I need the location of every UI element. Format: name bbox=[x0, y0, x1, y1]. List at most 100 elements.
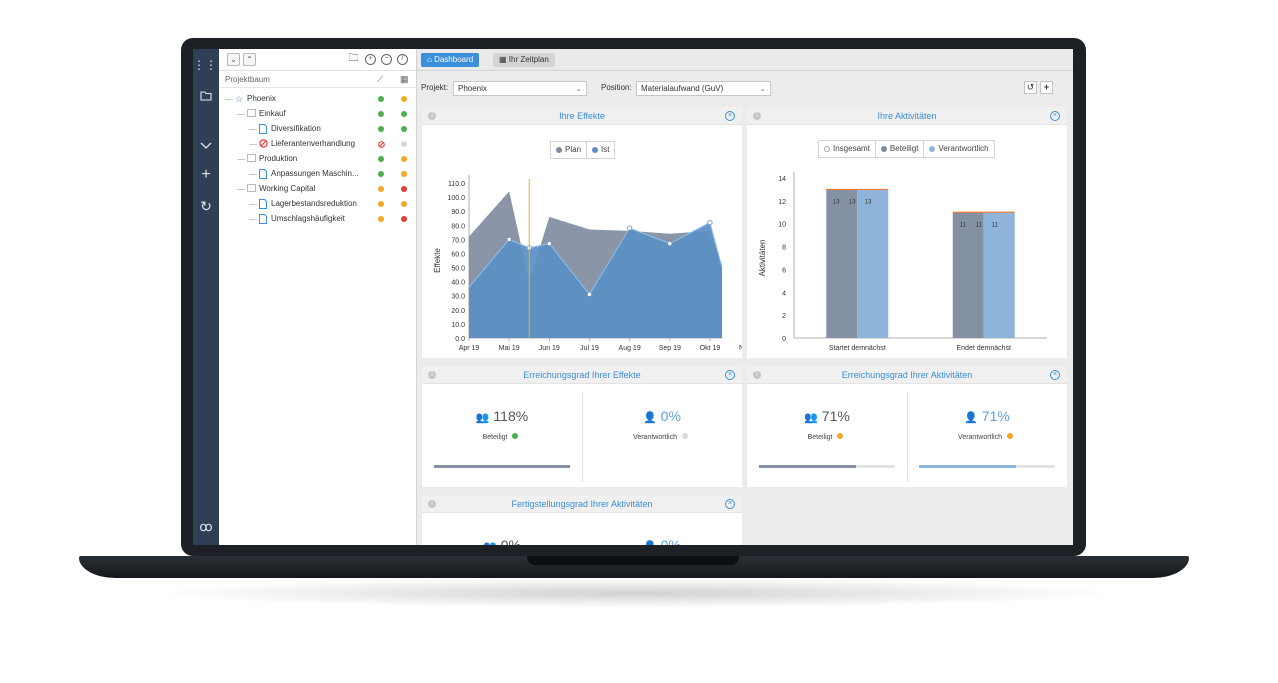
activities-panel-title: Ihre Aktivitäten bbox=[877, 111, 937, 121]
activities-panel-header: i Ihre Aktivitäten × bbox=[747, 107, 1067, 125]
tab-dashboard[interactable]: ⌂ Dashboard bbox=[421, 53, 480, 67]
y-axis-label: Effekte bbox=[433, 248, 442, 273]
person-icon: 👤 bbox=[643, 412, 657, 424]
status-dot-plan bbox=[401, 156, 407, 162]
close-icon[interactable]: × bbox=[725, 111, 735, 121]
tree-item[interactable]: Lagerbestandsreduktion bbox=[219, 197, 417, 211]
position-select[interactable]: Materialaufwand (GuV) ⌄ bbox=[636, 81, 771, 96]
chevron-down-icon[interactable] bbox=[193, 134, 219, 156]
y-tick-label: 40.0 bbox=[451, 280, 465, 287]
info-icon[interactable]: i bbox=[428, 371, 436, 379]
activities-responsible-kpi: 👤 71% Verantwortlich bbox=[907, 408, 1067, 441]
add-circle-icon[interactable]: + bbox=[365, 54, 376, 65]
close-icon[interactable]: × bbox=[1050, 111, 1060, 121]
cancel-circle-icon[interactable]: / bbox=[397, 54, 408, 65]
tree-item[interactable]: Anpassungen Maschin... bbox=[219, 167, 417, 181]
activities-panel: i Ihre Aktivitäten × Insgesamt Beteiligt V… bbox=[747, 107, 1067, 358]
group-icon: 👥 bbox=[475, 412, 490, 424]
activities-responsible-progress bbox=[919, 465, 1055, 468]
y-tick-label: 8 bbox=[782, 245, 786, 252]
close-icon[interactable]: × bbox=[1050, 370, 1060, 380]
tree-item[interactable]: Lieferantenverhandlung bbox=[219, 137, 417, 151]
bar-responsible bbox=[857, 189, 889, 338]
tree-item[interactable]: Umschlagshäufigkeit bbox=[219, 212, 417, 226]
remove-circle-icon[interactable]: − bbox=[381, 54, 392, 65]
info-icon[interactable]: i bbox=[428, 500, 436, 508]
progress-fill bbox=[759, 465, 856, 468]
legend-item-ist[interactable]: Ist bbox=[587, 142, 614, 158]
close-icon[interactable]: × bbox=[725, 370, 735, 380]
effects-goal-header: i Erreichungsgrad Ihrer Effekte × bbox=[422, 366, 742, 384]
expand-all-icon[interactable]: ⌃ bbox=[243, 53, 256, 66]
activities-goal-title: Erreichungsgrad Ihrer Aktivitäten bbox=[841, 370, 973, 380]
laptop-shadow bbox=[150, 578, 1120, 608]
legend-label: Ist bbox=[601, 145, 610, 154]
info-icon[interactable]: i bbox=[753, 112, 761, 120]
nav-rail: ⋮⋮⋮ + ↻ ꝏ bbox=[193, 49, 229, 545]
tree-item-label: Diversifikation bbox=[271, 124, 321, 133]
main-content: ⌂ Dashboard ▦ Ihr Zeitplan Projekt: Phoe… bbox=[417, 49, 1073, 545]
open-folder-icon[interactable]: 🗀 bbox=[348, 53, 359, 64]
tree-item[interactable]: Working Capital bbox=[219, 182, 417, 196]
y-tick-label: 110.0 bbox=[448, 181, 465, 188]
ist-point bbox=[667, 240, 673, 247]
legend-item-plan[interactable]: Plan bbox=[551, 142, 588, 158]
y-tick-label: 50.0 bbox=[451, 266, 465, 273]
folder-icon[interactable] bbox=[193, 85, 219, 107]
add-widget-icon[interactable]: + bbox=[1040, 81, 1053, 94]
project-select-value: Phoenix bbox=[458, 84, 487, 93]
trend-chart-icon[interactable]: ⟋ bbox=[377, 74, 384, 84]
x-tick-label: Nov 19 bbox=[739, 345, 742, 352]
info-icon[interactable]: i bbox=[428, 112, 436, 120]
tree-item[interactable]: ☆ Phoenix bbox=[219, 92, 417, 106]
kpi-label: Verantwortlich bbox=[633, 434, 677, 441]
close-icon[interactable]: × bbox=[725, 499, 735, 509]
project-tree-panel: ⌄ ⌃ 🗀 + − / Projektbaum ⟋ ▦ ☆ Phoenix Eink… bbox=[219, 49, 417, 545]
tree-item[interactable]: Einkauf bbox=[219, 107, 417, 121]
kpi-value: 71% bbox=[821, 408, 850, 424]
legend-item-involved[interactable]: Beteiligt bbox=[876, 141, 925, 157]
project-label: Projekt: bbox=[421, 83, 449, 92]
settings-link-icon[interactable]: ꝏ bbox=[199, 519, 213, 534]
y-axis-label: Aktivitäten bbox=[758, 240, 767, 277]
info-icon[interactable]: i bbox=[753, 371, 761, 379]
x-tick-label: Sep 19 bbox=[659, 345, 681, 352]
tab-schedule[interactable]: ▦ Ihr Zeitplan bbox=[493, 53, 555, 67]
legend-item-total[interactable]: Insgesamt bbox=[819, 141, 876, 157]
tree-connector bbox=[225, 99, 233, 100]
calendar-icon[interactable]: ▦ bbox=[400, 74, 409, 84]
y-tick-label: 30.0 bbox=[451, 294, 465, 301]
tree-item-label: Working Capital bbox=[259, 184, 316, 193]
status-dot-trend bbox=[378, 111, 384, 117]
y-tick-label: 70.0 bbox=[451, 237, 465, 244]
tree-connector bbox=[237, 114, 245, 115]
tree-item[interactable]: Diversifikation bbox=[219, 122, 417, 136]
project-select[interactable]: Phoenix ⌄ bbox=[453, 81, 587, 96]
status-dot-plan bbox=[401, 186, 407, 192]
y-tick-label: 10.0 bbox=[451, 322, 465, 329]
status-dot-plan bbox=[401, 111, 407, 117]
refresh-icon[interactable]: ↻ bbox=[200, 198, 212, 214]
status-dot-plan bbox=[401, 216, 407, 222]
tree-header: Projektbaum ⟋ ▦ bbox=[219, 71, 416, 88]
plus-icon[interactable]: + bbox=[201, 166, 211, 183]
file-icon bbox=[259, 199, 268, 209]
chevron-down-icon: ⌄ bbox=[575, 84, 582, 93]
reset-icon[interactable]: ↺ bbox=[1024, 81, 1037, 94]
app-screen: ⋮⋮⋮ + ↻ ꝏ ⌄ ⌃ 🗀 + − / Projektbaum bbox=[193, 49, 1073, 545]
apps-grid-icon[interactable]: ⋮⋮⋮ bbox=[193, 58, 229, 72]
collapse-all-icon[interactable]: ⌄ bbox=[227, 53, 240, 66]
bar-involved bbox=[826, 189, 858, 338]
legend-dot bbox=[556, 146, 562, 153]
status-dot-trend bbox=[378, 156, 384, 162]
legend-dot bbox=[824, 145, 830, 152]
kpi-value: 0% bbox=[660, 537, 681, 545]
tree-item-label: Anpassungen Maschin... bbox=[271, 169, 359, 178]
tree-toolbar: ⌄ ⌃ 🗀 + − / bbox=[219, 49, 416, 71]
kpi-value: 118% bbox=[493, 408, 529, 424]
tree-item[interactable]: Produktion bbox=[219, 152, 417, 166]
completion-responsible-kpi: 👤 0% bbox=[582, 537, 742, 545]
y-tick-label: 2 bbox=[782, 313, 786, 320]
legend-item-responsible[interactable]: Verantwortlich bbox=[924, 141, 993, 157]
